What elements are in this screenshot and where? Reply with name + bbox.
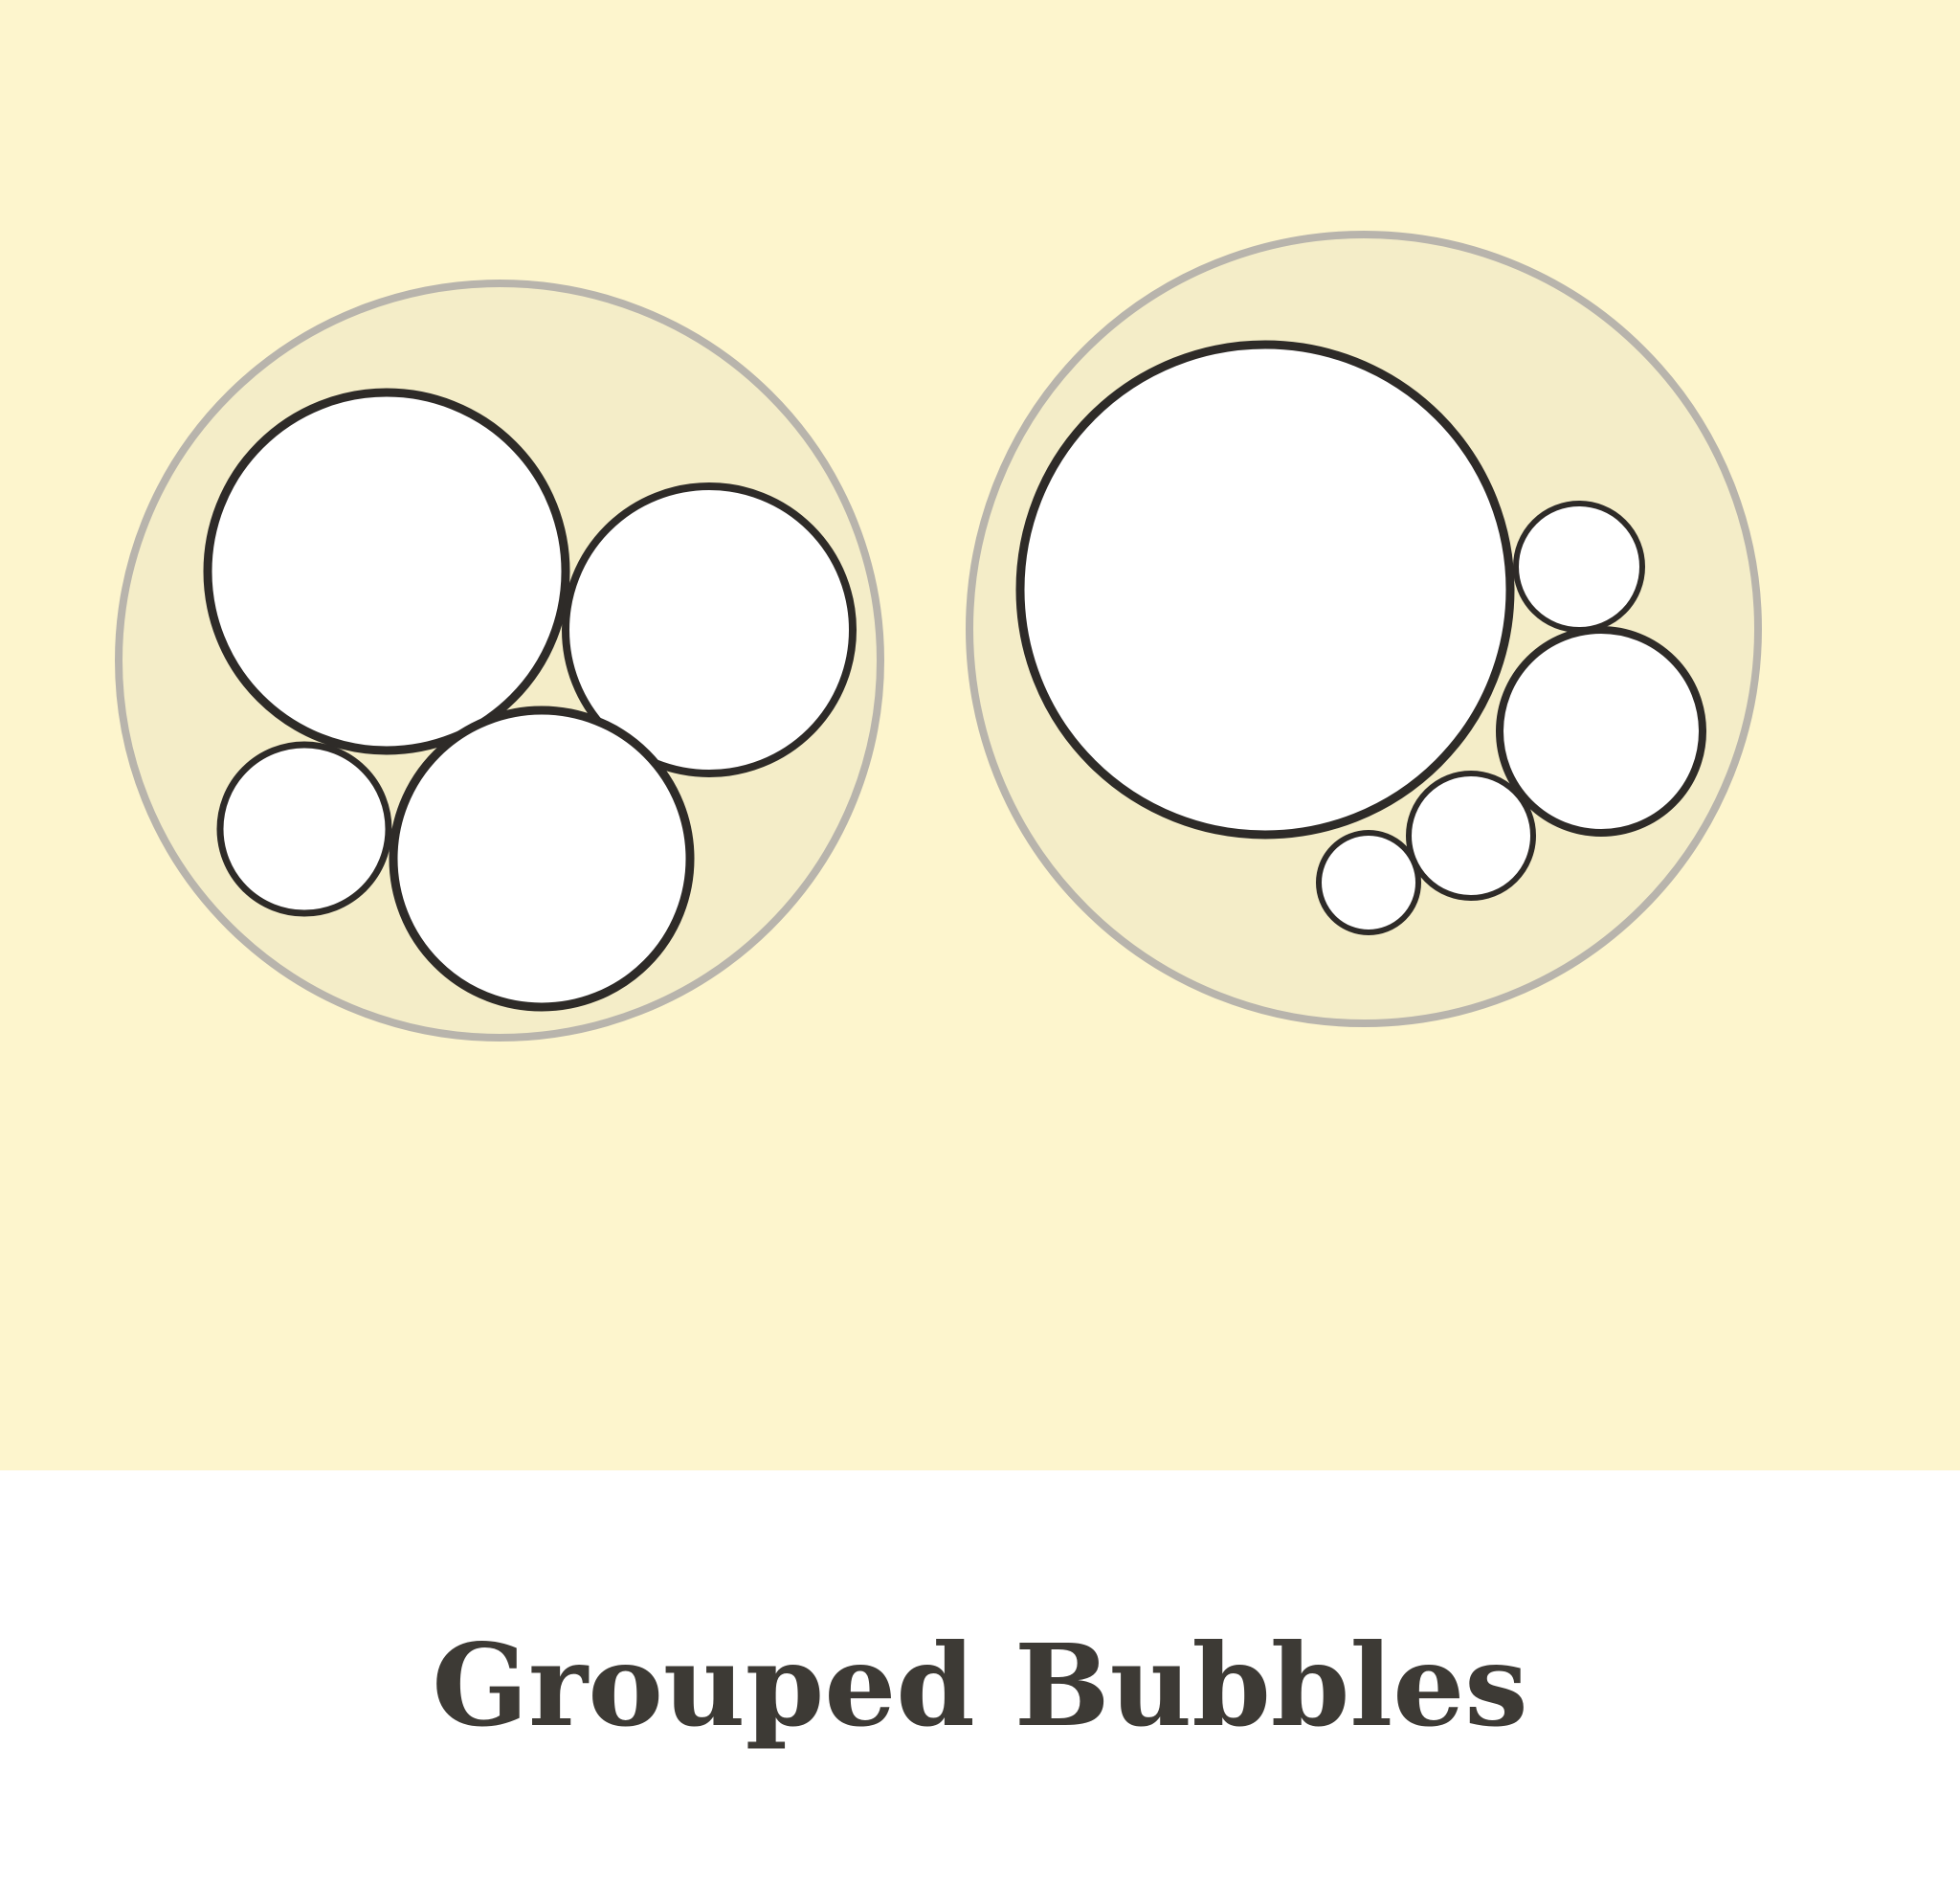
right-group-bubble-4 — [1406, 771, 1536, 901]
left-group-bubble-3 — [216, 741, 392, 917]
left-group-bubble-4 — [389, 706, 695, 1012]
right-group — [966, 231, 1762, 1027]
right-group-bubble-2 — [1513, 501, 1645, 633]
illustration-panel — [0, 0, 1960, 1470]
bubble-illustration — [115, 231, 1762, 1042]
figure-caption: Grouped Bubbles — [432, 1619, 1528, 1752]
left-group — [115, 280, 884, 1042]
left-group-bubble-1 — [203, 388, 570, 755]
caption-area: Grouped Bubbles — [0, 1470, 1960, 1882]
right-group-bubble-5 — [1316, 830, 1421, 935]
left-group-bubble-2 — [562, 482, 857, 777]
right-group-bubble-3 — [1496, 626, 1706, 837]
right-group-bubble-1 — [1015, 340, 1515, 840]
